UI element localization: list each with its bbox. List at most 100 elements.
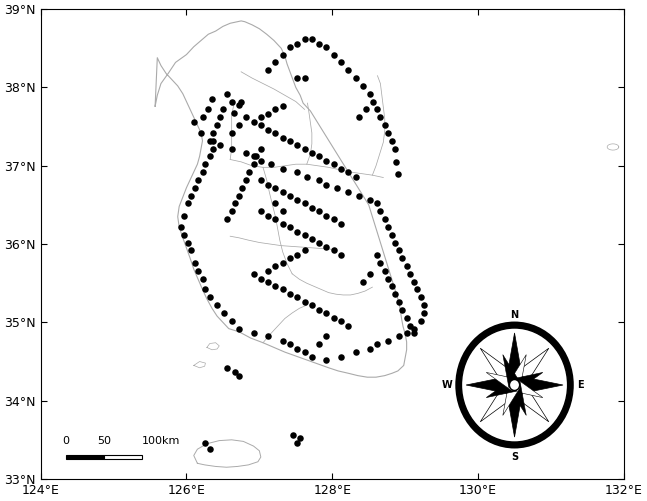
Point (382, 129, 393, 137)
Point (387, 137, 397, 145)
Point (285, 223, 295, 231)
Polygon shape (512, 379, 543, 398)
Point (270, 129, 281, 137)
Point (175, 223, 186, 231)
Point (203, 105, 214, 113)
Point (190, 259, 201, 267)
Point (204, 293, 215, 301)
Point (226, 129, 237, 137)
Point (365, 345, 375, 353)
Point (292, 40, 302, 48)
Point (215, 113, 225, 121)
Point (222, 364, 232, 372)
Point (263, 267, 273, 275)
Point (215, 141, 225, 149)
Point (322, 43, 332, 51)
Point (300, 35, 310, 43)
Point (372, 199, 382, 207)
Point (351, 173, 361, 181)
Polygon shape (466, 375, 514, 395)
Point (197, 275, 208, 283)
Point (322, 157, 332, 165)
Point (331, 184, 342, 192)
Point (389, 238, 400, 246)
Point (270, 59, 281, 67)
Point (226, 207, 237, 215)
Point (204, 445, 215, 453)
Point (285, 340, 295, 348)
Point (285, 191, 295, 199)
Point (263, 126, 273, 134)
Point (263, 278, 273, 286)
Point (270, 283, 281, 291)
Point (256, 275, 266, 283)
Point (409, 278, 419, 286)
Polygon shape (509, 382, 526, 415)
Point (218, 105, 228, 113)
Point (300, 298, 310, 306)
Point (234, 191, 244, 199)
Text: S: S (511, 452, 518, 462)
Point (300, 144, 310, 152)
Point (208, 137, 218, 145)
Point (380, 267, 390, 275)
Point (186, 246, 196, 255)
Point (188, 118, 199, 126)
Point (226, 317, 237, 325)
Point (234, 325, 244, 333)
Point (256, 144, 266, 152)
Point (241, 149, 252, 157)
Point (329, 215, 339, 223)
Text: 100km: 100km (142, 436, 181, 446)
Point (236, 98, 247, 106)
Circle shape (509, 380, 520, 390)
Point (314, 40, 324, 48)
Point (382, 275, 393, 283)
Bar (104, 455, 142, 459)
Point (336, 165, 346, 173)
Point (368, 98, 378, 106)
Point (307, 204, 317, 212)
Point (397, 254, 408, 262)
Point (375, 207, 386, 215)
Point (256, 113, 266, 121)
Point (404, 322, 415, 330)
Point (292, 168, 302, 176)
Polygon shape (505, 385, 523, 437)
Point (266, 160, 276, 168)
Point (244, 168, 254, 176)
Point (292, 251, 302, 259)
Point (322, 309, 332, 317)
Text: W: W (441, 380, 452, 390)
Point (197, 168, 208, 176)
Point (285, 254, 295, 262)
Point (314, 340, 324, 348)
Bar (66, 455, 104, 459)
Point (221, 90, 232, 98)
Point (372, 340, 382, 348)
Point (278, 259, 288, 267)
Point (222, 215, 232, 223)
Text: N: N (510, 310, 519, 320)
Polygon shape (503, 382, 520, 415)
Point (263, 333, 273, 341)
Point (401, 262, 411, 270)
Point (263, 180, 273, 188)
Polygon shape (480, 348, 521, 392)
Polygon shape (508, 378, 549, 422)
Point (251, 152, 261, 160)
Point (241, 176, 252, 184)
Point (285, 43, 295, 51)
Point (285, 290, 295, 298)
Point (228, 109, 239, 117)
Point (351, 348, 361, 356)
Polygon shape (503, 355, 520, 388)
Point (212, 121, 223, 129)
Point (411, 286, 422, 294)
Point (179, 230, 189, 238)
Point (197, 113, 208, 121)
Point (248, 152, 259, 160)
Point (234, 101, 244, 109)
Point (230, 368, 240, 376)
Point (360, 105, 371, 113)
